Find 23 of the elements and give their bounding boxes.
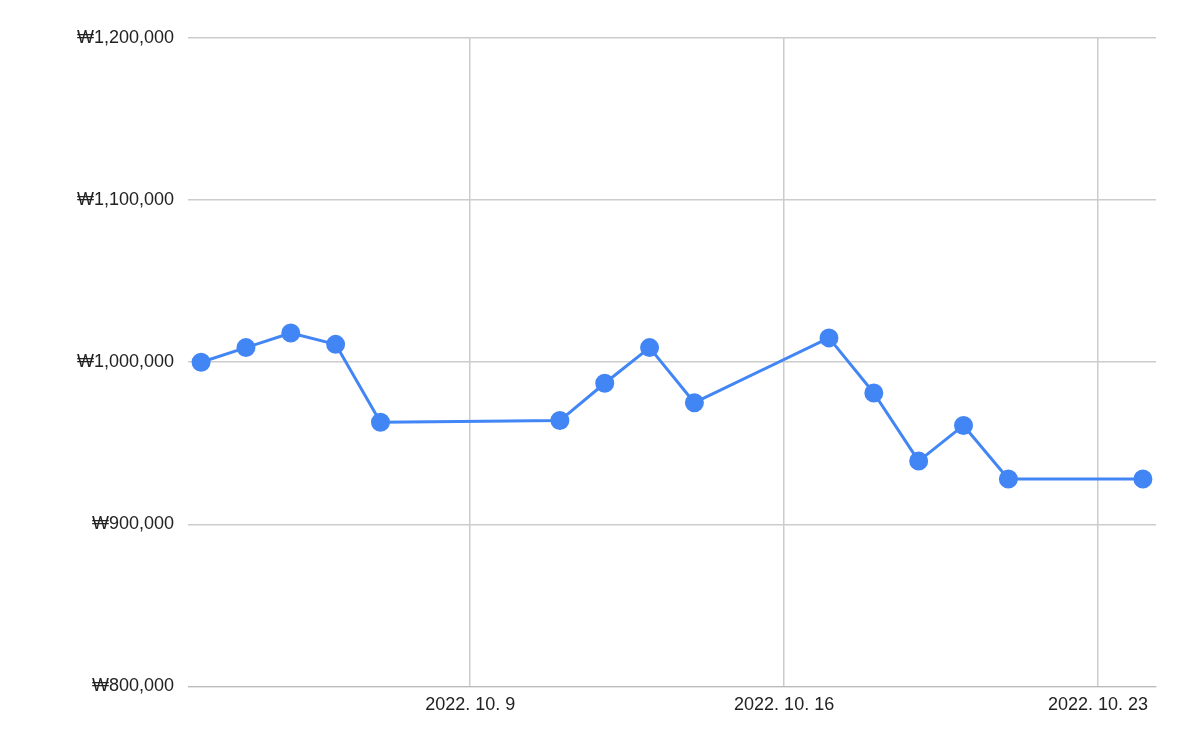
y-tick-label: ₩900,000: [91, 513, 174, 534]
point: [550, 411, 570, 431]
point: [370, 412, 390, 432]
point: [191, 352, 211, 372]
x-tick-label: 2022. 10. 16: [734, 694, 835, 715]
point: [595, 373, 615, 393]
point: [684, 393, 704, 413]
y-tick-label: ₩1,100,000: [76, 189, 174, 210]
point: [326, 334, 346, 354]
y-tick-label: ₩1,000,000: [76, 351, 174, 372]
point: [954, 415, 974, 435]
point: [640, 338, 660, 358]
y-tick-label: ₩800,000: [91, 675, 174, 696]
point: [819, 328, 839, 348]
point: [998, 469, 1018, 489]
point: [864, 383, 884, 403]
point: [1133, 469, 1153, 489]
point: [236, 338, 256, 358]
x-tick-label: 2022. 10. 23: [1048, 694, 1149, 715]
point: [281, 323, 301, 343]
point: [909, 451, 929, 471]
x-tick-label: 2022. 10. 9: [425, 694, 516, 715]
y-tick-label: ₩1,200,000: [76, 26, 174, 47]
